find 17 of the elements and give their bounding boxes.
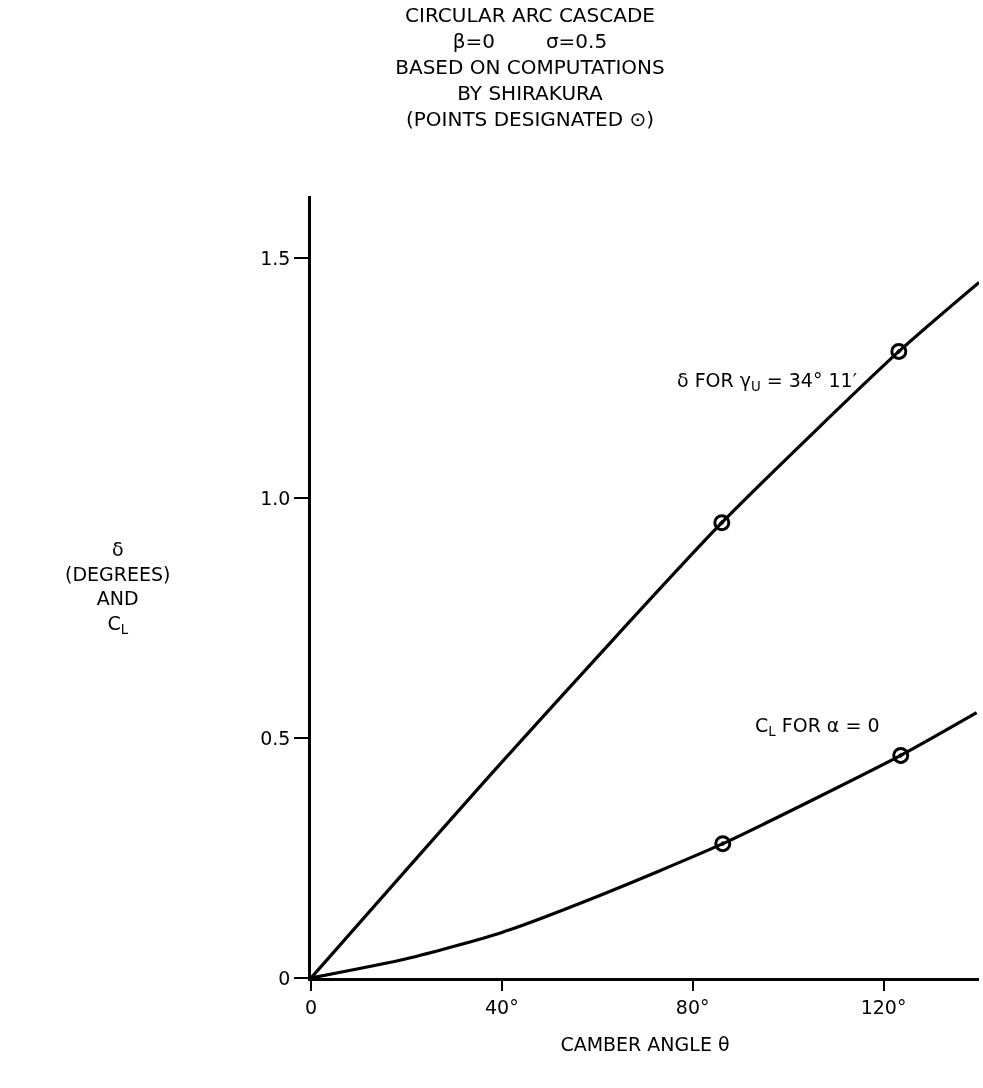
point bbox=[892, 746, 910, 764]
point bbox=[890, 342, 908, 360]
x-tick-label: 40° bbox=[485, 995, 519, 1018]
point bbox=[714, 835, 732, 853]
y-axis-title: δ (DEGREES) AND C$_{L}$ bbox=[65, 538, 171, 638]
y-tick-label: 1.5 bbox=[260, 247, 291, 270]
series-label: C$_{L}$ FOR α = 0 bbox=[755, 714, 880, 739]
chart-title: CIRCULAR ARC CASCADE β=0 σ=0.5 BASED ON COMPUTATIONS BY SHIRAKURA (POINTS DESIGNATED ⊙) bbox=[395, 3, 665, 131]
y-tick-label: 0.5 bbox=[260, 726, 291, 749]
x-tick-label: 120° bbox=[860, 995, 907, 1018]
x-axis-title: CAMBER ANGLE θ bbox=[560, 1033, 730, 1056]
y-tick-label: 0 bbox=[278, 966, 291, 989]
x-tick-label: 0 bbox=[304, 995, 318, 1018]
point bbox=[713, 514, 731, 532]
y-tick-label: 1.0 bbox=[260, 486, 291, 509]
series-label: δ FOR γ$_{U}$ = 34° 11′ bbox=[677, 369, 857, 394]
x-tick-label: 80° bbox=[675, 995, 710, 1018]
